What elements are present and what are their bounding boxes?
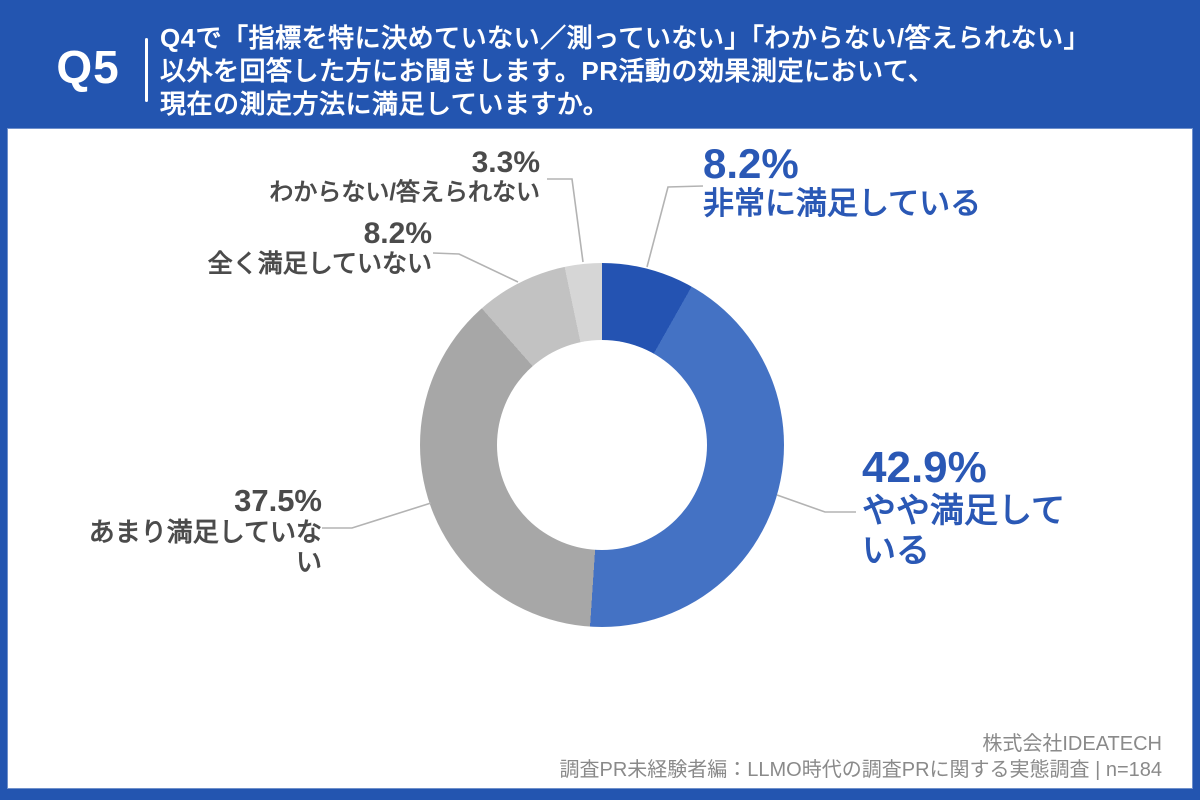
callout-not-at-all-satisfied: 8.2% 全く満足していない (208, 218, 432, 279)
question-header: Q5 Q4で「指標を特に決めていない／測っていない」「わからない/答えられない」… (0, 0, 1200, 129)
pct-not-at-all-satisfied: 8.2% (363, 217, 432, 250)
header-divider (145, 38, 148, 102)
label-very-satisfied: 非常に満足している (703, 186, 982, 221)
pct-somewhat-satisfied: 42.9% (862, 443, 987, 492)
footer-company: 株式会社IDEATECH (982, 733, 1162, 755)
donut-hole (497, 340, 707, 550)
label-somewhat-satisfied: やや満足している (862, 492, 1065, 570)
question-number: Q5 (56, 41, 120, 93)
callout-dont-know: 3.3% わからない/答えられない (269, 147, 540, 207)
callout-very-satisfied: 8.2% 非常に満足している (703, 142, 981, 222)
footer-source: 調査PR未経験者編：LLMO時代の調査PRに関する実態調査 | n=184 (559, 759, 1162, 781)
label-dont-know: わからない/答えられない (269, 179, 540, 206)
question-line-3: 現在の測定方法に満足していますか。 (160, 89, 610, 119)
label-not-very-satisfied: あまり満足していない (88, 517, 322, 577)
label-not-at-all-satisfied: 全く満足していない (207, 250, 432, 278)
callout-somewhat-satisfied: 42.9% やや満足している (862, 445, 1088, 571)
pct-dont-know: 3.3% (471, 146, 540, 179)
question-line-2: 以外を回答した方にお聞きします。PR活動の効果測定において、 (160, 56, 935, 86)
question-text: Q4で「指標を特に決めていない／測っていない」「わからない/答えられない」 以外… (160, 22, 1090, 121)
question-line-1: Q4で「指標を特に決めていない／測っていない」「わからない/答えられない」 (160, 23, 1091, 53)
footer-credit: 株式会社IDEATECH 調査PR未経験者編：LLMO時代の調査PRに関する実態… (559, 731, 1162, 783)
callout-not-very-satisfied: 37.5% あまり満足していない (80, 484, 322, 577)
pct-not-very-satisfied: 37.5% (234, 483, 322, 518)
donut-chart (420, 263, 784, 627)
pct-very-satisfied: 8.2% (703, 140, 799, 187)
